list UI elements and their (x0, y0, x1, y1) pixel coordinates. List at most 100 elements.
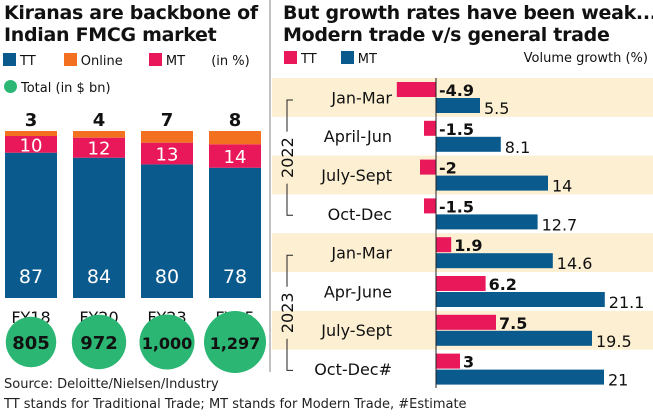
bar-tt (436, 314, 496, 330)
period-label: Jan-Mar (330, 88, 392, 107)
year-bracket (286, 254, 293, 371)
value-label-mt: 21 (608, 371, 628, 390)
value-label-mt: 5.5 (484, 99, 509, 118)
bar-mt (436, 369, 604, 385)
label-mt-FY18: 10 (20, 135, 43, 156)
bar-tt (436, 276, 486, 291)
label-online-FY23: 7 (161, 110, 174, 131)
label-mt-FY20: 12 (88, 139, 111, 160)
total-circle-FY25 (204, 311, 266, 373)
total-label-FY18: 805 (12, 333, 50, 354)
legend-swatch-mt (340, 51, 354, 64)
bar-tt-FY23 (141, 164, 193, 298)
bar-online-FY23 (141, 131, 193, 143)
bar-mt (436, 136, 501, 152)
bar-tt (420, 159, 436, 175)
bar-mt-FY20 (73, 137, 125, 158)
value-label-tt: 1.9 (454, 236, 482, 255)
label-tt-FY23: 80 (155, 266, 179, 288)
period-label: Apr-June (324, 282, 392, 301)
label-mt-FY25: 14 (224, 147, 247, 168)
left-title-line2: Indian FMCG market (4, 24, 217, 46)
legend-swatch-total (4, 80, 17, 93)
right-title-line2: Modern trade v/s general trade (283, 24, 610, 46)
legend-mt: MT (357, 52, 377, 67)
period-label: Oct-Dec (328, 205, 392, 224)
year-bracket (286, 99, 293, 216)
value-label-mt: 14.6 (557, 254, 593, 273)
legend-online: Online (80, 54, 123, 69)
total-circle-FY18 (5, 316, 57, 368)
value-label-tt: 7.5 (499, 314, 527, 333)
bar-online-FY25 (209, 131, 261, 145)
value-label-mt: 19.5 (596, 332, 632, 351)
bar-tt-FY20 (73, 157, 125, 298)
legend-swatch-online (63, 53, 77, 66)
bar-tt (424, 120, 436, 136)
legend-swatch-mt (148, 53, 162, 66)
value-label-tt: -1.5 (439, 120, 474, 139)
value-label-mt: 12.7 (542, 215, 578, 234)
bar-tt (436, 237, 452, 253)
right-legend: TT MT (284, 51, 377, 67)
legend-total: Total (in $ bn) (4, 80, 111, 96)
total-label-FY25: 1,297 (210, 334, 261, 353)
year-label-2023: 2023 (278, 292, 297, 333)
bar-mt-FY23 (141, 142, 193, 165)
legend-tt: TT (20, 54, 36, 69)
label-tt-FY20: 84 (87, 266, 111, 288)
label-tt-FY18: 87 (19, 266, 43, 288)
left-title-line1: Kiranas are backbone of (4, 2, 258, 24)
bar-tt (436, 353, 460, 369)
legend-swatch-tt (3, 53, 16, 66)
value-label-mt: 21.1 (609, 293, 645, 312)
period-label: July-Sept (320, 166, 392, 185)
bar-mt (436, 292, 605, 307)
period-label: Jan-Mar (330, 244, 392, 263)
total-circle-FY23 (139, 314, 195, 370)
label-online-FY18: 3 (25, 110, 38, 131)
label-online-FY20: 4 (93, 110, 106, 131)
value-label-tt: -2 (439, 159, 457, 178)
bar-tt (396, 82, 436, 97)
period-label: Oct-Dec# (314, 360, 392, 379)
footnote: TT stands for Traditional Trade; MT stan… (4, 397, 467, 412)
total-label-FY20: 972 (80, 333, 118, 354)
bar-mt (436, 330, 592, 346)
bar-online-FY18 (5, 131, 57, 137)
left-legend: TT Online MT (in %) (3, 53, 250, 69)
value-label-tt: 6.2 (489, 275, 517, 294)
total-circle-FY20 (71, 314, 127, 370)
period-label: April-Jun (324, 127, 392, 146)
year-label-2022: 2022 (278, 137, 297, 178)
right-title-line1: But growth rates have been weak... (283, 2, 653, 24)
legend-swatch-tt (284, 51, 297, 64)
period-label: July-Sept (320, 321, 392, 340)
right-unit-label: Volume growth (%) (523, 51, 648, 66)
bar-tt-FY25 (209, 167, 261, 298)
label-online-FY25: 8 (229, 110, 242, 131)
bar-mt-FY18 (5, 136, 57, 153)
label-mt-FY23: 13 (156, 145, 179, 166)
source-note: Source: Deloitte/Nielsen/Industry (4, 377, 219, 392)
value-label-mt: 14 (552, 177, 572, 196)
legend-mt: MT (165, 54, 186, 69)
value-label-tt: 3 (463, 353, 474, 372)
value-label-tt: -1.5 (439, 197, 474, 216)
bar-tt (424, 198, 436, 214)
legend-total-label: Total (in $ bn) (21, 81, 111, 96)
bar-tt-FY18 (5, 152, 57, 298)
bar-mt-FY25 (209, 144, 261, 168)
bar-mt (436, 175, 548, 191)
label-tt-FY25: 78 (223, 266, 247, 288)
legend-tt: TT (301, 52, 317, 67)
bar-online-FY20 (73, 131, 125, 138)
total-label-FY23: 1,000 (142, 334, 193, 353)
legend-unit: (in %) (211, 54, 250, 69)
value-label-mt: 8.1 (505, 138, 530, 157)
bar-mt (436, 253, 553, 269)
value-label-tt: -4.9 (439, 81, 474, 100)
bar-mt (436, 98, 480, 113)
bar-mt (436, 214, 538, 230)
